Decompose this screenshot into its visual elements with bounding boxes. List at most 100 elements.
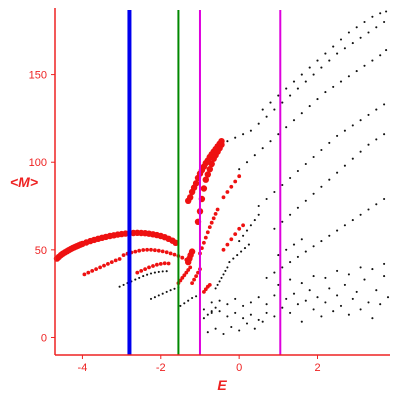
data-point	[336, 294, 339, 297]
data-point	[261, 320, 264, 323]
data-point	[312, 245, 315, 248]
data-point	[300, 238, 303, 241]
data-point	[379, 12, 382, 15]
data-point	[343, 164, 346, 167]
x-tick-label: -4	[78, 362, 88, 374]
data-point	[265, 115, 268, 118]
data-point	[202, 176, 209, 183]
data-point	[98, 265, 102, 270]
data-point	[367, 31, 370, 34]
data-point	[300, 282, 303, 285]
data-point	[328, 141, 331, 144]
data-point	[134, 278, 137, 281]
data-point	[332, 85, 335, 88]
data-point	[215, 207, 220, 212]
data-point	[289, 311, 292, 314]
data-point	[347, 313, 350, 316]
data-point	[253, 327, 256, 330]
data-point	[226, 266, 229, 269]
data-point	[229, 237, 234, 242]
data-point	[191, 296, 194, 300]
data-point	[296, 255, 299, 258]
data-point	[355, 290, 358, 293]
data-point	[273, 315, 276, 318]
data-point	[371, 59, 374, 62]
data-point	[324, 276, 327, 279]
data-point	[281, 101, 284, 104]
series-2	[118, 10, 390, 336]
data-point	[257, 318, 260, 321]
data-point	[203, 235, 208, 240]
data-point	[206, 313, 209, 316]
data-point	[312, 308, 315, 311]
data-point	[328, 234, 331, 237]
data-point	[383, 103, 386, 106]
data-point	[234, 311, 237, 314]
data-point	[304, 199, 307, 202]
data-point	[296, 303, 299, 306]
data-point	[328, 59, 331, 62]
data-point	[292, 292, 296, 295]
data-point	[249, 313, 252, 316]
data-point	[172, 252, 177, 257]
data-point	[324, 91, 327, 94]
data-point	[238, 240, 241, 243]
data-point	[285, 87, 288, 90]
data-point	[324, 301, 327, 304]
data-point	[109, 260, 114, 264]
data-point	[273, 227, 276, 230]
data-point	[211, 216, 216, 221]
data-point	[218, 138, 225, 145]
data-point	[257, 213, 260, 216]
data-point	[192, 180, 200, 187]
data-point	[367, 301, 370, 304]
data-point	[133, 249, 138, 254]
data-point	[160, 249, 165, 254]
data-point	[289, 261, 292, 264]
data-point	[137, 248, 142, 253]
data-point	[214, 287, 217, 290]
data-point	[336, 52, 339, 55]
data-point	[367, 208, 370, 211]
data-point	[312, 275, 315, 278]
data-point	[249, 129, 252, 132]
data-point	[281, 183, 284, 187]
data-point	[147, 265, 151, 270]
data-point	[281, 266, 284, 269]
data-point	[300, 320, 303, 323]
data-point	[183, 302, 186, 305]
data-point	[237, 226, 242, 231]
data-point	[289, 176, 292, 180]
data-point	[316, 98, 319, 101]
data-point	[233, 179, 238, 184]
data-point	[375, 203, 378, 206]
data-point	[336, 134, 339, 137]
data-point	[371, 317, 374, 320]
y-axis-label: <M>	[10, 174, 38, 190]
data-point	[165, 290, 168, 293]
data-point	[118, 285, 121, 288]
data-point	[158, 262, 163, 266]
data-point	[172, 239, 179, 246]
data-point	[289, 278, 292, 281]
data-point	[242, 234, 245, 237]
data-point	[300, 112, 303, 115]
data-point	[157, 294, 160, 297]
data-point	[351, 42, 354, 45]
data-point	[336, 229, 339, 232]
data-point	[141, 248, 146, 252]
data-point	[202, 240, 206, 245]
data-point	[186, 268, 191, 272]
data-point	[379, 303, 382, 306]
data-point	[142, 275, 145, 278]
data-point	[233, 232, 238, 237]
data-point	[304, 299, 307, 302]
data-point	[238, 329, 241, 332]
data-point	[157, 270, 160, 273]
data-point	[225, 190, 230, 194]
data-point	[188, 248, 196, 255]
data-point	[308, 105, 311, 108]
data-point	[320, 315, 323, 318]
data-point	[367, 143, 370, 146]
